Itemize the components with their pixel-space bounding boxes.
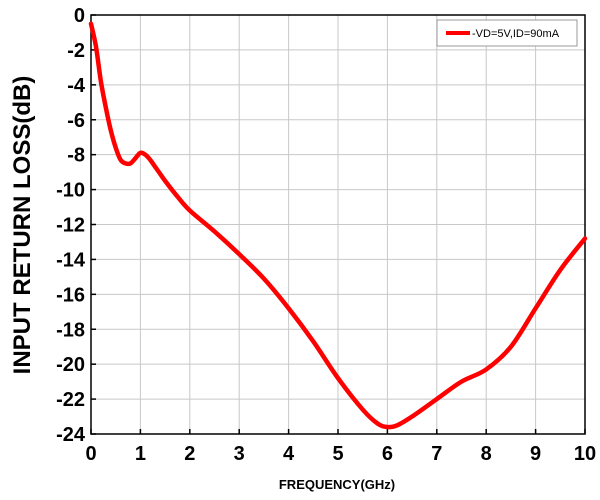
y-tick-labels: 0 -2 -4 -6 -8 -10 -12 -14 -16 -18 -20 -22 -24 (56, 5, 86, 446)
y-tick-label: -12 (56, 215, 85, 237)
x-tick-labels: 0 1 2 3 4 5 6 7 8 9 10 (85, 443, 596, 465)
x-axis-title: FREQUENCY(GHz) (279, 477, 395, 492)
x-tick-label: 7 (431, 443, 442, 465)
plot-frame-group (90, 14, 586, 435)
x-tick-label: 10 (574, 443, 596, 465)
legend: -VD=5V,ID=90mA (436, 19, 578, 47)
y-tick-label: -20 (56, 354, 85, 376)
x-tick-label: 6 (382, 443, 393, 465)
x-tick-label: 1 (135, 443, 146, 465)
y-tick-label: -18 (56, 319, 85, 341)
x-tick-label: 9 (530, 443, 541, 465)
y-tick-label: -22 (56, 389, 85, 411)
y-tick-label: -16 (56, 284, 85, 306)
y-tick-label: -8 (67, 145, 85, 167)
y-tick-label: -2 (67, 40, 85, 62)
y-tick-label: -14 (56, 249, 86, 271)
y-tick-label: -6 (67, 110, 85, 132)
y-tick-label: -24 (56, 424, 86, 446)
legend-label: -VD=5V,ID=90mA (472, 28, 560, 40)
series-line-0 (88, 21, 588, 430)
series-group (88, 21, 588, 430)
y-tick-label: -10 (56, 180, 85, 202)
x-tick-label: 2 (184, 443, 195, 465)
x-tick-label: 8 (481, 443, 492, 465)
grid-lines (90, 14, 586, 435)
y-tick-label: 0 (74, 5, 85, 27)
x-tick-label: 3 (234, 443, 245, 465)
y-axis-title: INPUT RETURN LOSS(dB) (9, 76, 36, 375)
x-tick-label: 0 (85, 443, 96, 465)
x-tick-label: 4 (283, 443, 295, 465)
y-tick-label: -4 (67, 75, 86, 97)
x-tick-label: 5 (332, 443, 343, 465)
